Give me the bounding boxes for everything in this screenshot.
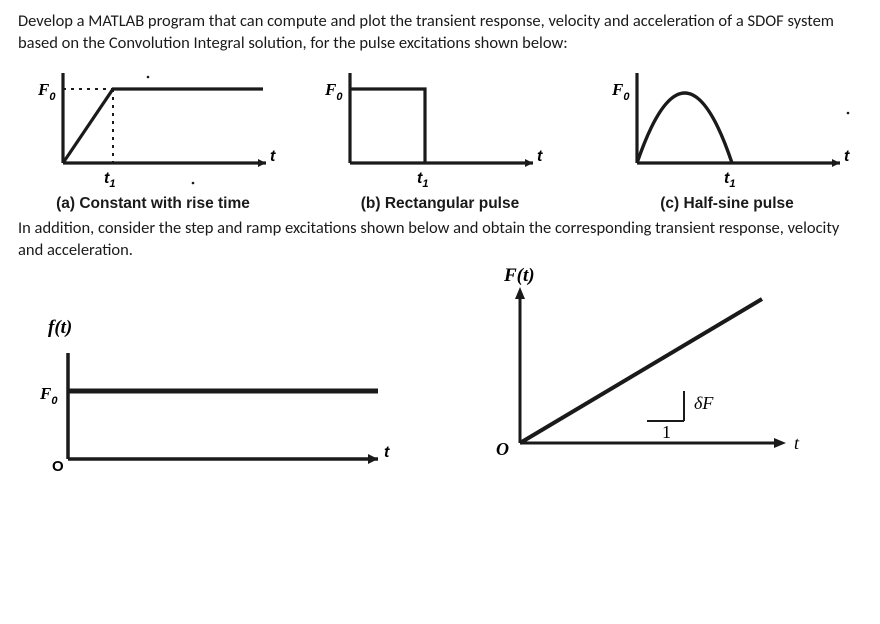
svg-text:t: t (537, 148, 543, 165)
bottom-row: f(t) F0 O t F(t) (18, 263, 862, 473)
svg-text:F0: F0 (611, 80, 630, 103)
plot-step: f(t) F0 O t (18, 263, 418, 473)
svg-text:δF: δF (694, 393, 714, 413)
plot-c: F0 t1 t (592, 63, 862, 193)
plot-a: F0 t1 t (18, 63, 288, 193)
caption-c: (c) Half-sine pulse (660, 195, 794, 213)
caption-b: (b) Rectangular pulse (361, 195, 519, 213)
svg-text:t1: t1 (417, 170, 428, 190)
figure-step: f(t) F0 O t (18, 263, 418, 473)
svg-text:F(t): F(t) (503, 265, 535, 286)
svg-text:F0: F0 (37, 80, 56, 103)
intro-text: Develop a MATLAB program that can comput… (18, 10, 862, 55)
mid-text: In addition, consider the step and ramp … (18, 217, 862, 262)
plot-ramp: F(t) δF 1 O t (442, 263, 822, 473)
svg-text:F0: F0 (39, 384, 58, 407)
svg-text:f(t): f(t) (48, 317, 72, 338)
svg-text:t: t (794, 433, 800, 453)
figure-c: F0 t1 t (c) Half-sine pulse (592, 63, 862, 213)
pulse-row: F0 t1 t (a) Constant with rise time F0 t… (18, 63, 862, 213)
svg-text:t: t (270, 148, 276, 165)
svg-text:1: 1 (662, 422, 671, 442)
svg-text:t: t (844, 148, 850, 165)
figure-a: F0 t1 t (a) Constant with rise time (18, 63, 288, 213)
figure-ramp: F(t) δF 1 O t (442, 263, 822, 473)
caption-a: (a) Constant with rise time (56, 195, 250, 213)
svg-text:t: t (384, 444, 390, 461)
svg-text:t1: t1 (724, 170, 735, 190)
svg-text:O: O (496, 439, 509, 459)
svg-text:t1: t1 (104, 170, 115, 190)
svg-text:F0: F0 (324, 80, 343, 103)
plot-b: F0 t1 t (305, 63, 575, 193)
svg-text:O: O (52, 458, 64, 473)
figure-b: F0 t1 t (b) Rectangular pulse (305, 63, 575, 213)
